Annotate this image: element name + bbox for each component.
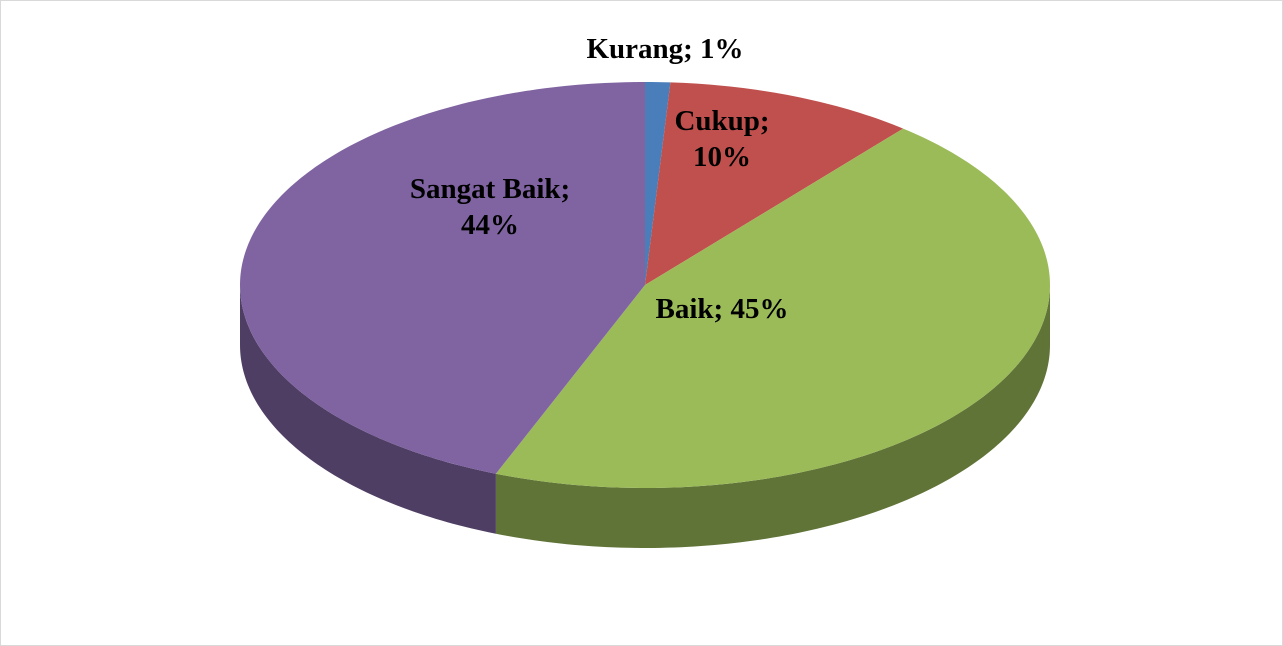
slice — [240, 82, 646, 474]
data-label: Baik; 45% — [656, 293, 789, 325]
slice-side — [495, 285, 1050, 548]
data-label-line: 44% — [461, 209, 519, 241]
slice — [495, 128, 1050, 488]
slice — [645, 82, 904, 285]
slice-side — [240, 285, 496, 534]
data-label: Cukup; 10% — [674, 105, 769, 173]
data-label-line: 10% — [693, 141, 751, 173]
data-label: Kurang; 1% — [586, 33, 743, 65]
slice — [645, 82, 671, 285]
data-label-line: Cukup; — [674, 105, 769, 137]
data-label: Sangat Baik; 44% — [410, 173, 570, 241]
data-label-line: Sangat Baik; — [410, 173, 570, 205]
